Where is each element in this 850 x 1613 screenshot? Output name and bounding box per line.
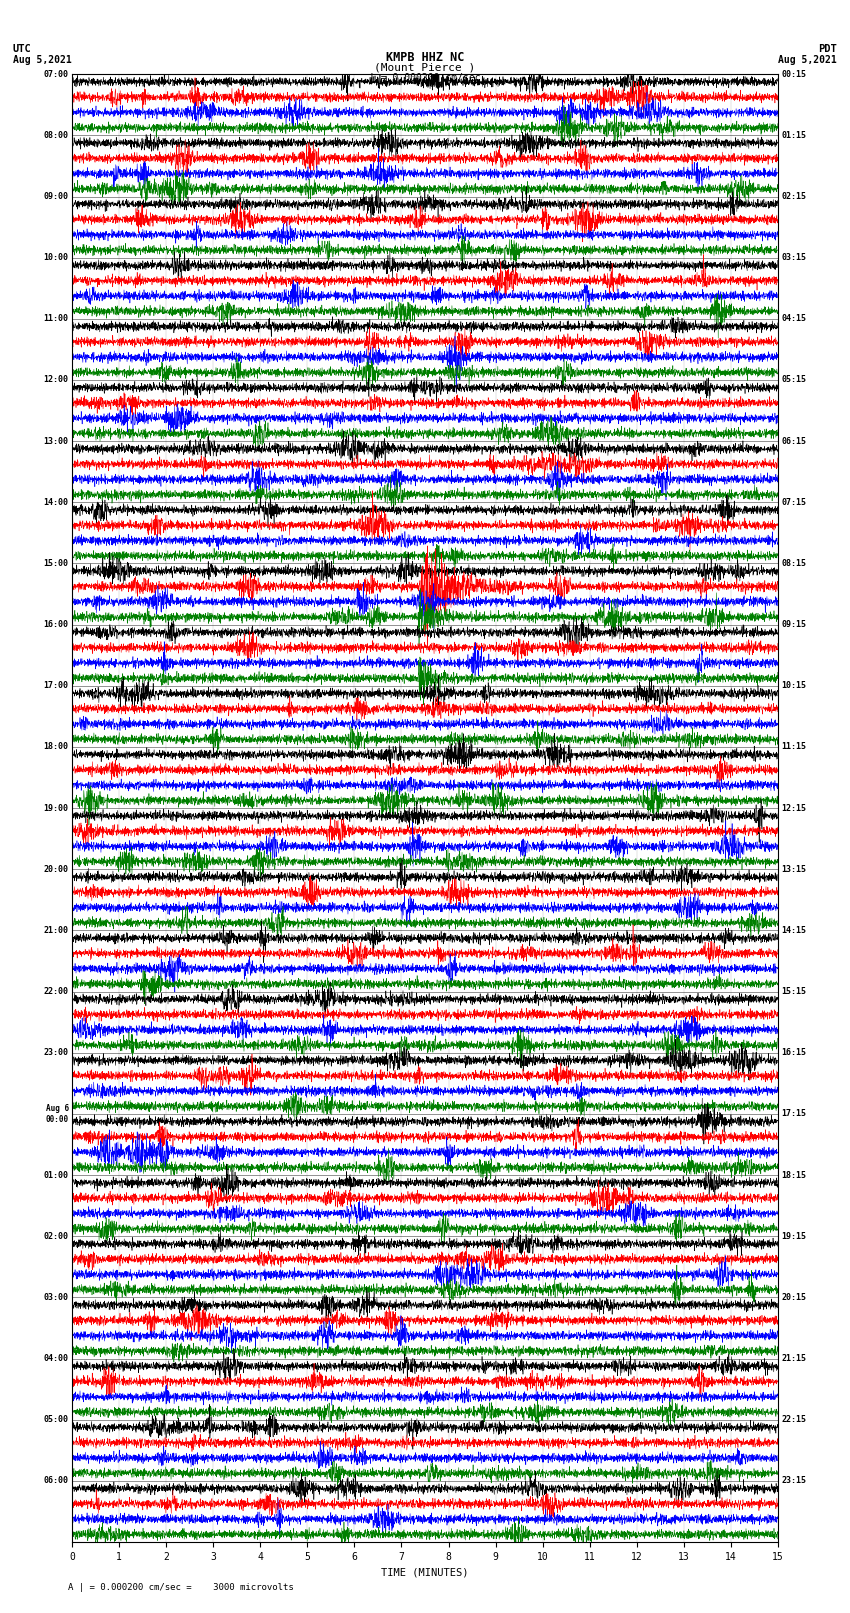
Text: 02:15: 02:15 (781, 192, 807, 202)
Text: 13:00: 13:00 (43, 437, 69, 445)
Text: 01:15: 01:15 (781, 131, 807, 140)
Text: 23:15: 23:15 (781, 1476, 807, 1486)
Text: (Mount Pierce ): (Mount Pierce ) (374, 63, 476, 73)
Text: 21:15: 21:15 (781, 1353, 807, 1363)
Text: 03:00: 03:00 (43, 1294, 69, 1302)
Text: 20:15: 20:15 (781, 1294, 807, 1302)
Text: 18:15: 18:15 (781, 1171, 807, 1179)
Text: 08:15: 08:15 (781, 560, 807, 568)
Text: 17:00: 17:00 (43, 681, 69, 690)
Text: 11:00: 11:00 (43, 315, 69, 323)
Text: 09:15: 09:15 (781, 619, 807, 629)
Text: 12:15: 12:15 (781, 803, 807, 813)
Text: 16:15: 16:15 (781, 1048, 807, 1057)
Text: 11:15: 11:15 (781, 742, 807, 752)
Text: 23:00: 23:00 (43, 1048, 69, 1057)
Text: 07:00: 07:00 (43, 69, 69, 79)
Text: 09:00: 09:00 (43, 192, 69, 202)
Text: 00:15: 00:15 (781, 69, 807, 79)
Text: UTC: UTC (13, 44, 31, 53)
Text: 22:15: 22:15 (781, 1415, 807, 1424)
Text: 06:15: 06:15 (781, 437, 807, 445)
Text: 17:15: 17:15 (781, 1110, 807, 1118)
Text: 06:00: 06:00 (43, 1476, 69, 1486)
Text: Aug 5,2021: Aug 5,2021 (13, 55, 71, 65)
Text: Aug 6
00:00: Aug 6 00:00 (46, 1105, 69, 1124)
Text: KMPB HHZ NC: KMPB HHZ NC (386, 50, 464, 65)
Text: 21:00: 21:00 (43, 926, 69, 936)
Text: 01:00: 01:00 (43, 1171, 69, 1179)
Text: 10:15: 10:15 (781, 681, 807, 690)
Text: 05:15: 05:15 (781, 376, 807, 384)
Text: 19:15: 19:15 (781, 1232, 807, 1240)
Text: 02:00: 02:00 (43, 1232, 69, 1240)
Text: 13:15: 13:15 (781, 865, 807, 874)
Text: 04:15: 04:15 (781, 315, 807, 323)
Text: 05:00: 05:00 (43, 1415, 69, 1424)
Text: 14:00: 14:00 (43, 498, 69, 506)
Text: Aug 5,2021: Aug 5,2021 (779, 55, 837, 65)
Text: PDT: PDT (819, 44, 837, 53)
Text: 15:00: 15:00 (43, 560, 69, 568)
Text: 14:15: 14:15 (781, 926, 807, 936)
Text: 07:15: 07:15 (781, 498, 807, 506)
Text: | = 0.000200 cm/sec: | = 0.000200 cm/sec (369, 73, 481, 84)
Text: 12:00: 12:00 (43, 376, 69, 384)
Text: 10:00: 10:00 (43, 253, 69, 263)
Text: 08:00: 08:00 (43, 131, 69, 140)
Text: 16:00: 16:00 (43, 619, 69, 629)
Text: 15:15: 15:15 (781, 987, 807, 997)
Text: 19:00: 19:00 (43, 803, 69, 813)
Text: 04:00: 04:00 (43, 1353, 69, 1363)
Text: 22:00: 22:00 (43, 987, 69, 997)
Text: 03:15: 03:15 (781, 253, 807, 263)
Text: A | = 0.000200 cm/sec =    3000 microvolts: A | = 0.000200 cm/sec = 3000 microvolts (68, 1582, 294, 1592)
X-axis label: TIME (MINUTES): TIME (MINUTES) (382, 1568, 468, 1578)
Text: 20:00: 20:00 (43, 865, 69, 874)
Text: 18:00: 18:00 (43, 742, 69, 752)
